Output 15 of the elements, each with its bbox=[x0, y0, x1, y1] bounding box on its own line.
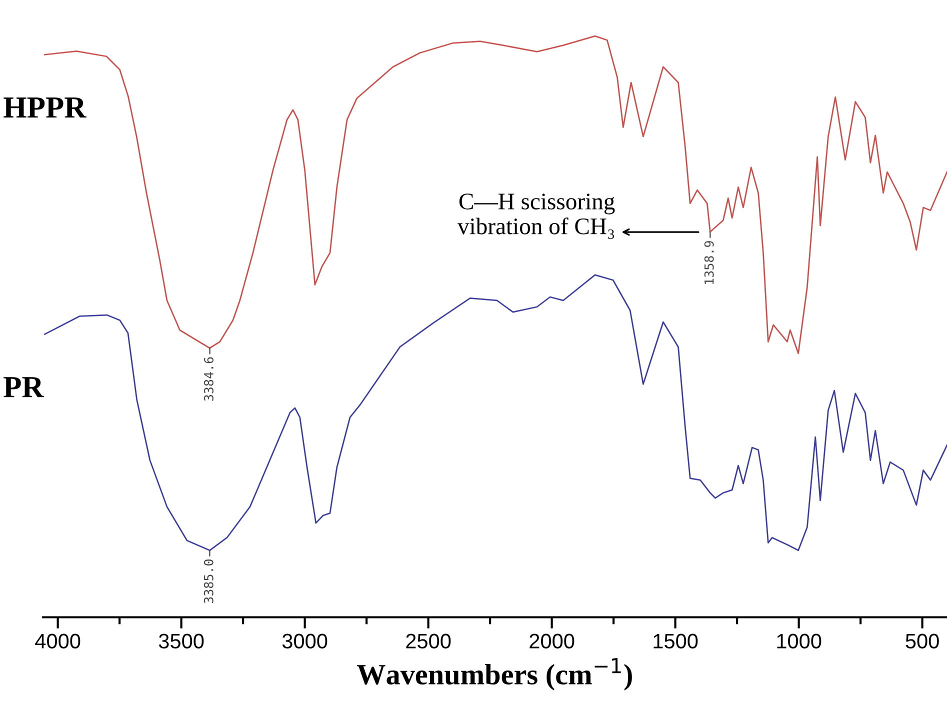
x-tick-label: 2500 bbox=[406, 634, 451, 649]
series-label: PR bbox=[4, 377, 44, 398]
x-tick-label: 3000 bbox=[282, 634, 328, 649]
x-tick-label: 1000 bbox=[777, 634, 822, 649]
x-tick-label: 1500 bbox=[654, 634, 698, 649]
x-axis-title: Wavenumbers (cm$^{−1}$) bbox=[357, 658, 632, 690]
x-tick-label: 500 bbox=[906, 634, 939, 649]
x-tick-label: 2000 bbox=[530, 634, 574, 649]
annotation: 3384.6 bbox=[204, 357, 214, 401]
series-label: HPPR bbox=[4, 98, 86, 118]
annotation: 1358.9 bbox=[704, 241, 714, 284]
annotation: C—H scissoring vibration of CH₃ bbox=[457, 194, 615, 239]
x-tick-label: 4000 bbox=[35, 634, 80, 649]
x-tick-label: 3500 bbox=[158, 634, 204, 649]
annotation: 3385.0 bbox=[204, 560, 214, 604]
